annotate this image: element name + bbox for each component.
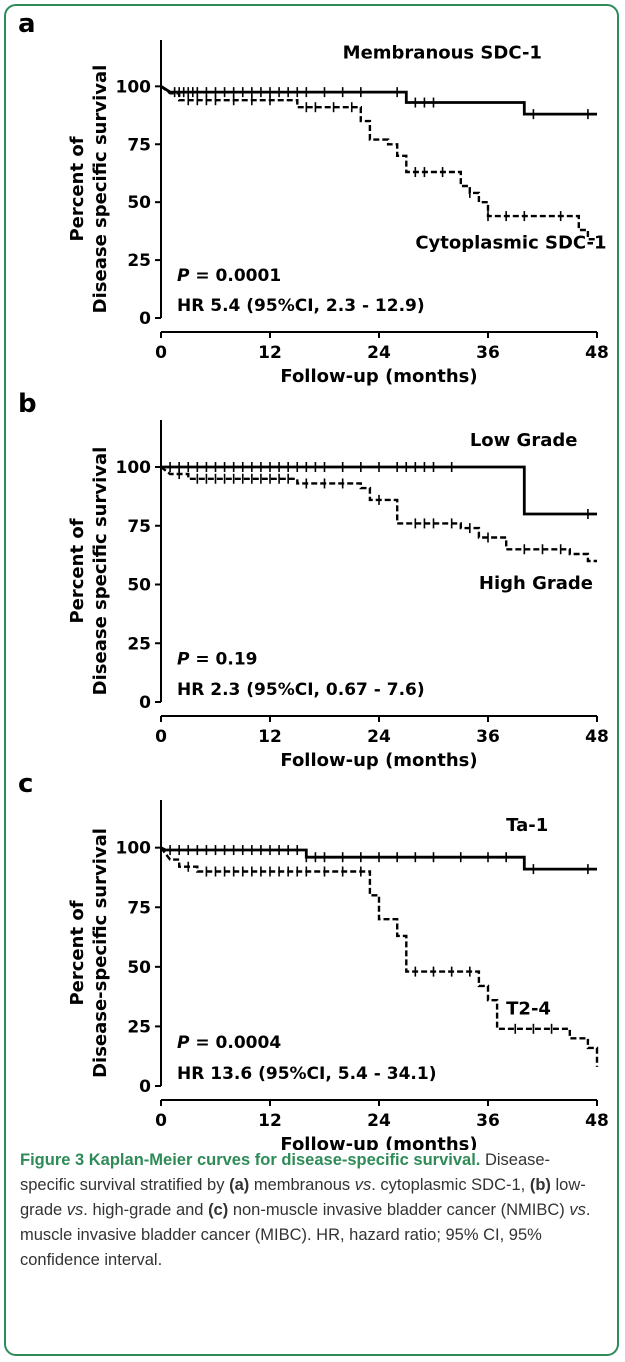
chart-c-ytick-label-2: 50 [127,958,151,978]
chart-c-ytick-label-3: 75 [127,898,151,918]
chart-a-ytick-label-3: 75 [127,135,151,155]
caption-text-7: . muscle invasive bladder cancer (MIBC).… [20,1201,591,1269]
caption-text-5: . high-grade and [83,1201,209,1219]
chart-c-xtick-label-1: 12 [258,1111,282,1131]
chart-b-y-axis-label-line2: Disease specific survival [90,447,111,696]
chart-a-x-axis-label: Follow-up (months) [280,366,477,387]
chart-c-y-axis-label-line2: Disease-specific survival [90,828,111,1078]
chart-b-xtick-label-2: 24 [367,727,391,747]
chart-b-hazard-ratio: HR 2.3 (95%CI, 0.67 - 7.6) [177,680,425,700]
chart-a-xtick-label-2: 24 [367,343,391,363]
chart-a-p-value: P = 0.0001 [177,266,281,286]
chart-a-xtick-label-3: 36 [476,343,500,363]
chart-b-x-axis-label: Follow-up (months) [280,750,477,771]
chart-b-ytick-label-3: 75 [127,517,151,537]
figure-frame [4,4,619,1356]
chart-b-xtick-label-0: 0 [155,727,167,747]
chart-b-p-value: P = 0.19 [177,649,258,669]
figure-caption: Figure 3 Kaplan-Meier curves for disease… [20,1148,605,1273]
chart-b-panel-letter: b [18,389,37,419]
chart-b-series-1-curve [161,465,597,516]
caption-vs-2: vs [66,1201,84,1219]
caption-text-6: non-muscle invasive bladder cancer (NMIB… [228,1201,570,1219]
chart-a: a 0 25 50 75 100 0 12 24 36 48 Follow-up (months) Pe… [18,9,609,387]
chart-a-ytick-label-0: 0 [139,309,151,329]
chart-b-series-1-label: Low Grade [470,430,578,451]
chart-b-series-2-label: High Grade [479,573,593,594]
chart-c-ytick-label-1: 25 [127,1017,151,1037]
chart-c-xtick-label-0: 0 [155,1111,167,1131]
caption-text-2: membranous [249,1176,355,1194]
chart-c-hazard-ratio: HR 13.6 (95%CI, 5.4 - 34.1) [177,1064,436,1084]
chart-c: c 0 25 50 75 100 0 12 24 36 48 Follow-up (months) Pe… [18,769,609,1150]
chart-a-ytick-label-2: 50 [127,193,151,213]
chart-c-y-axis-label-line1: Percent of [67,900,88,1005]
caption-ref-b: (b) [529,1176,551,1194]
chart-a-ytick-label-1: 25 [127,251,151,271]
chart-a-series-2-label: Cytoplasmic SDC-1 [415,233,606,254]
chart-a-xtick-label-0: 0 [155,343,167,363]
chart-a-xtick-label-1: 12 [258,343,282,363]
chart-b-y-axis-label-line1: Percent of [67,518,88,623]
caption-ref-a: (a) [229,1176,250,1194]
chart-c-p-value: P = 0.0004 [177,1033,281,1053]
chart-c-x-axis-label: Follow-up (months) [280,1134,477,1150]
caption-text-4: low-grade [20,1176,586,1219]
caption-text-3: . cytoplasmic SDC-1, [371,1176,530,1194]
chart-b-ytick-label-2: 50 [127,576,151,596]
chart-b-xtick-label-3: 36 [476,727,500,747]
caption-text-1: Disease-specific survival stratified by [20,1151,551,1194]
chart-c-xtick-label-4: 48 [585,1111,609,1131]
chart-c-series-2-label: T2-4 [506,999,551,1020]
chart-c-series-1-label: Ta-1 [506,815,548,836]
chart-c-ytick-label-0: 0 [139,1077,151,1097]
chart-c-xtick-label-2: 24 [367,1111,391,1131]
chart-b-ytick-label-1: 25 [127,634,151,654]
chart-b-ytick-label-4: 100 [116,458,152,478]
chart-b: b 0 25 50 75 100 0 12 24 36 48 Follow-up (months) Pe… [18,389,609,771]
figure-charts: a 0 25 50 75 100 0 12 24 36 48 Follow-up (months) Pe… [18,9,609,1150]
caption-vs-1: vs [354,1176,372,1194]
chart-a-y-axis-label-line1: Percent of [67,136,88,241]
chart-a-y-axis-label-line2: Disease specific survival [90,65,111,314]
caption-title: Figure 3 Kaplan-Meier curves for disease… [20,1151,481,1169]
chart-b-series-2-curve [160,466,597,563]
chart-c-panel-letter: c [18,769,33,799]
chart-a-ytick-label-4: 100 [116,77,152,97]
chart-b-xtick-label-1: 12 [258,727,282,747]
chart-c-series-2-curve [160,846,599,1067]
chart-b-ytick-label-0: 0 [139,693,151,713]
caption-vs-3: vs [569,1201,586,1219]
chart-c-xtick-label-3: 36 [476,1111,500,1131]
chart-a-xtick-label-4: 48 [585,343,609,363]
caption-ref-c: (c) [208,1201,229,1219]
chart-b-xtick-label-4: 48 [585,727,609,747]
chart-a-series-2-curve [160,85,597,241]
chart-a-series-1-label: Membranous SDC-1 [343,43,542,64]
chart-a-panel-letter: a [18,9,36,39]
chart-a-hazard-ratio: HR 5.4 (95%CI, 2.3 - 12.9) [177,296,425,316]
chart-c-ytick-label-4: 100 [116,839,152,859]
